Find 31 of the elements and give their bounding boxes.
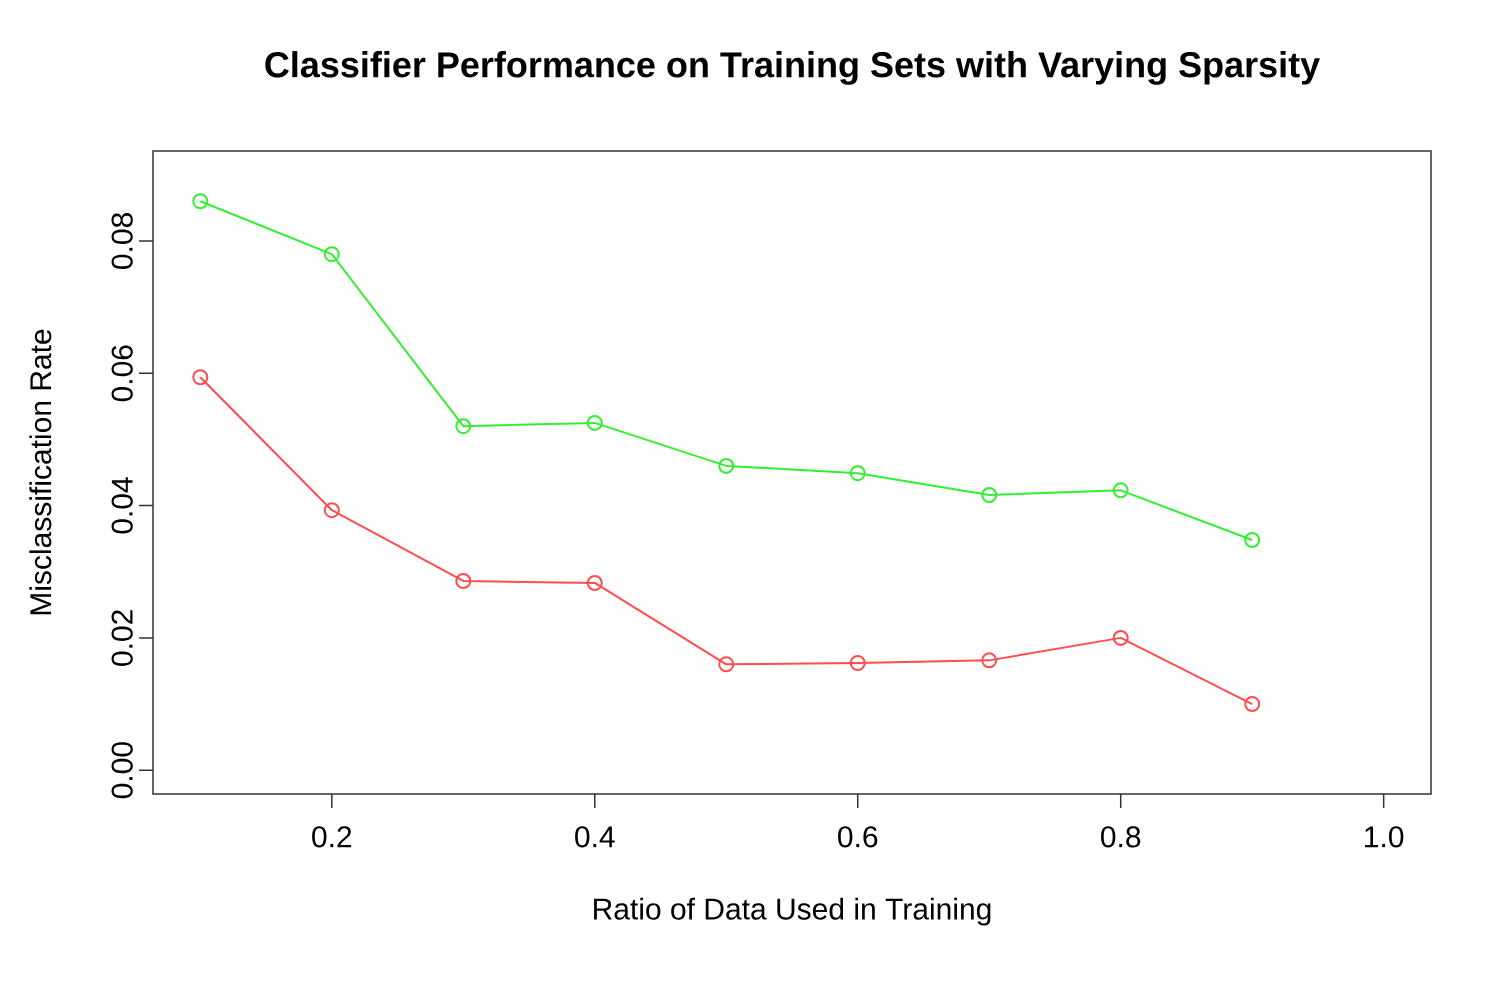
- x-tick-label: 1.0: [1365, 826, 1404, 848]
- point: [981, 652, 998, 669]
- point: [849, 465, 866, 482]
- x-axis-title: Ratio of Data Used in Training: [594, 897, 991, 926]
- point: [1244, 531, 1261, 548]
- chart-title: Classifier Performance on Training Sets with Varying Sparsity: [265, 51, 1320, 85]
- point: [323, 246, 340, 263]
- point: [323, 502, 340, 519]
- point: [192, 193, 209, 210]
- y-tick-label: 0.02: [111, 610, 133, 666]
- point: [192, 369, 209, 386]
- point: [981, 486, 998, 503]
- x-tick-label: 0.4: [575, 826, 615, 848]
- x-tick-label: 0.6: [838, 826, 878, 848]
- y-axis-title: Misclassification Rate: [29, 329, 52, 615]
- y-tick-label: 0.06: [111, 345, 133, 402]
- point: [455, 418, 472, 435]
- point: [1244, 696, 1261, 713]
- x-tick-label: 0.2: [312, 826, 352, 848]
- point: [586, 414, 603, 431]
- point: [718, 457, 735, 474]
- y-tick-label: 0.08: [111, 213, 133, 269]
- point: [455, 572, 472, 589]
- point: [849, 655, 866, 672]
- point: [586, 574, 603, 591]
- point: [718, 656, 735, 673]
- point: [1112, 629, 1129, 646]
- point: [1112, 482, 1129, 499]
- y-tick-label: 0.04: [111, 477, 133, 534]
- x-tick-label: 0.8: [1101, 826, 1141, 848]
- y-tick-label: 0.00: [111, 742, 133, 799]
